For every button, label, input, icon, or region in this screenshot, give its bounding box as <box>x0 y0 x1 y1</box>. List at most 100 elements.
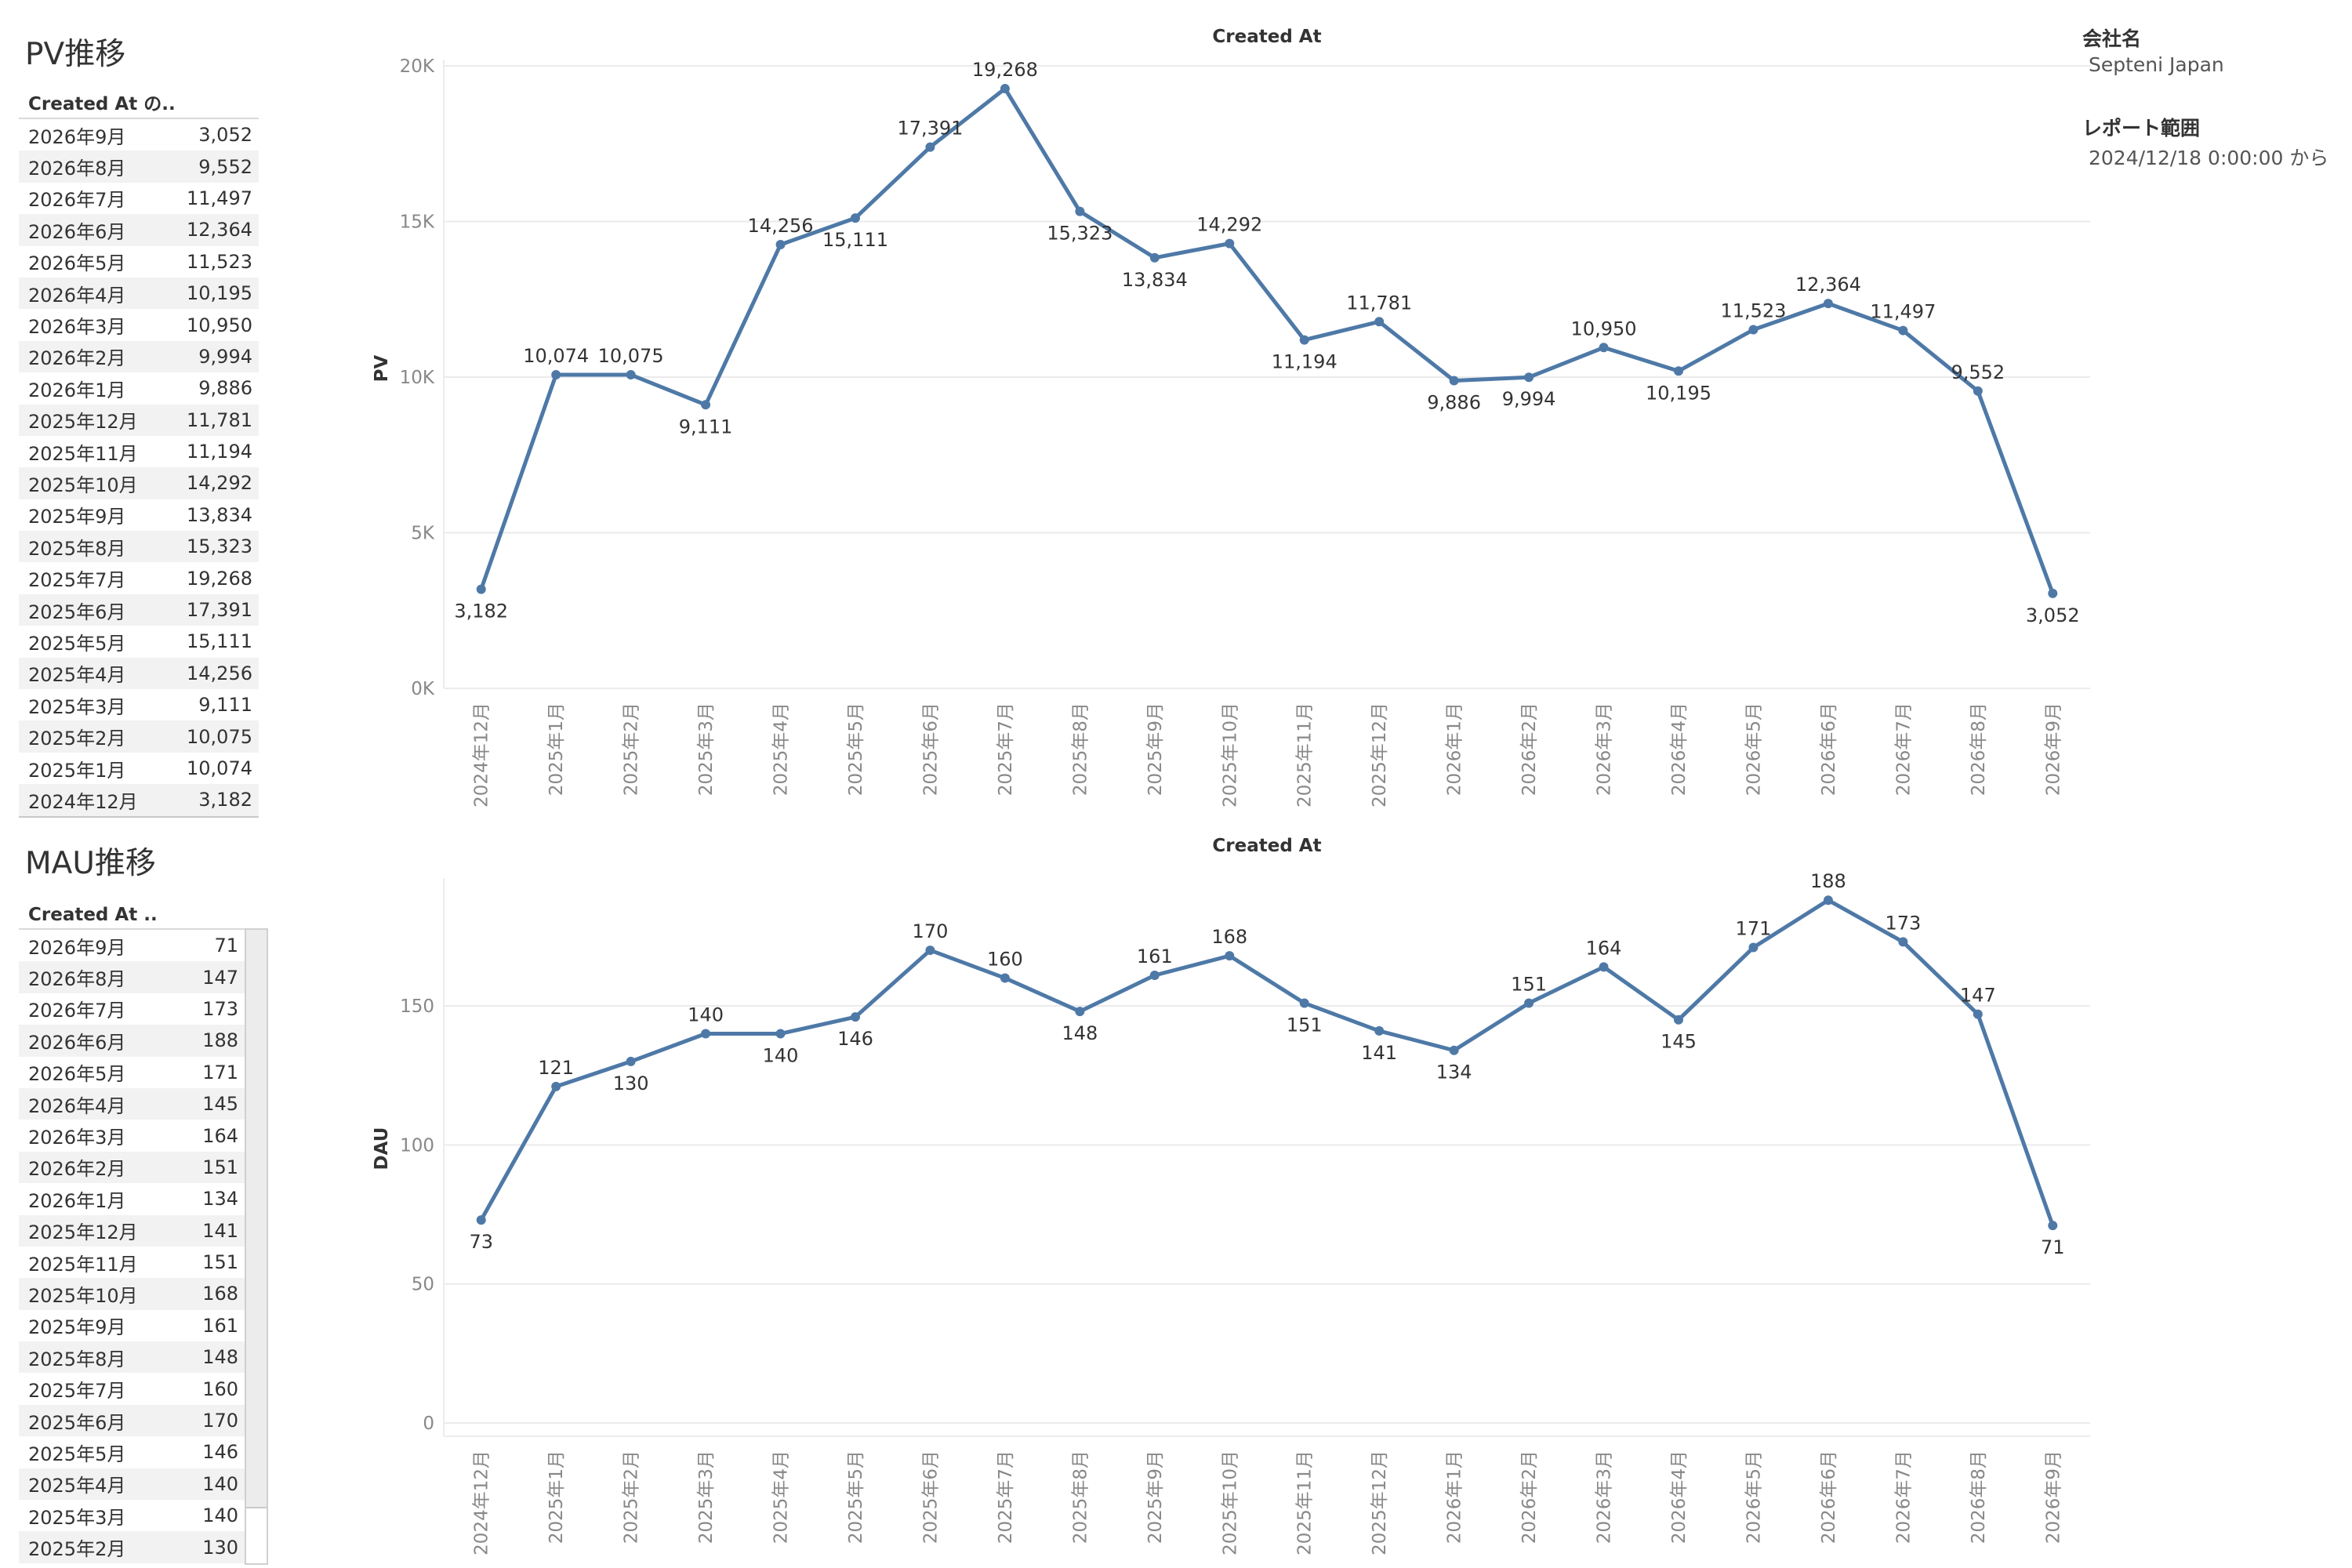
scrollbar-track[interactable] <box>246 1507 267 1563</box>
x-tick-label: 2025年5月 <box>846 702 866 796</box>
table-row[interactable]: 2025年3月 9,111 <box>19 689 259 720</box>
row-month: 2025年2月 <box>28 1538 126 1561</box>
row-value: 14,256 <box>187 662 252 684</box>
company-value: Septeni Japan <box>2089 53 2224 76</box>
table-row[interactable]: 2026年1月 9,886 <box>19 372 259 404</box>
x-tick-label: 2025年10月 <box>1220 1450 1240 1555</box>
table-row[interactable]: 2026年5月 171 <box>19 1057 245 1088</box>
row-value: 173 <box>202 997 238 1020</box>
data-point <box>851 213 860 223</box>
x-tick-label: 2025年8月 <box>1070 702 1091 796</box>
table-row[interactable]: 2026年7月 11,497 <box>19 183 259 214</box>
mau-table: Created At .. 2026年9月 71 2026年8月 147 2026年7月… <box>19 902 245 1563</box>
table-row[interactable]: 2025年12月 11,781 <box>19 404 259 436</box>
row-month: 2025年9月 <box>28 1316 126 1339</box>
table-row[interactable]: 2025年12月 141 <box>19 1214 245 1247</box>
row-value: 9,552 <box>198 155 252 178</box>
table-row[interactable]: 2026年2月 9,994 <box>19 340 259 373</box>
report-range-value: 2024/12/18 0:00:00 から <box>2089 147 2329 169</box>
row-value: 3,052 <box>198 124 252 147</box>
row-value: 71 <box>214 935 238 957</box>
table-row[interactable]: 2025年8月 15,323 <box>19 531 259 563</box>
x-tick-label: 2025年7月 <box>996 1450 1016 1544</box>
table-row[interactable]: 2024年12月 3,182 <box>19 784 259 816</box>
table-row[interactable]: 2025年4月 14,256 <box>19 657 259 690</box>
x-tick-label: 2026年1月 <box>1445 1450 1465 1544</box>
table-row[interactable]: 2025年6月 170 <box>19 1404 245 1437</box>
data-label: 11,523 <box>1720 300 1786 322</box>
row-value: 17,391 <box>187 599 252 622</box>
table-row[interactable]: 2025年9月 13,834 <box>19 499 259 531</box>
x-tick-label: 2025年2月 <box>622 1450 642 1544</box>
table-row[interactable]: 2026年6月 12,364 <box>19 214 259 246</box>
x-tick-label: 2026年5月 <box>1744 702 1764 796</box>
row-month: 2026年2月 <box>28 347 126 370</box>
data-label: 73 <box>469 1231 493 1253</box>
table-row[interactable]: 2026年8月 9,552 <box>19 151 259 183</box>
pv-table-header[interactable]: Created At の.. <box>19 91 259 119</box>
row-month: 2026年6月 <box>28 220 126 243</box>
y-tick-label: 15K <box>400 212 435 233</box>
table-row[interactable]: 2025年3月 140 <box>19 1500 245 1531</box>
data-point <box>1524 998 1534 1008</box>
row-month: 2025年5月 <box>28 1443 126 1465</box>
row-month: 2025年11月 <box>28 1253 138 1276</box>
table-row[interactable]: 2025年1月 10,074 <box>19 753 259 784</box>
row-month: 2026年6月 <box>28 1031 126 1054</box>
x-tick-label: 2025年11月 <box>1295 1450 1316 1555</box>
table-row[interactable]: 2026年5月 11,523 <box>19 246 259 278</box>
table-row[interactable]: 2026年7月 173 <box>19 993 245 1025</box>
table-row[interactable]: 2026年2月 151 <box>19 1151 245 1184</box>
table-row[interactable]: 2026年3月 10,950 <box>19 309 259 340</box>
row-value: 15,323 <box>187 535 252 558</box>
table-row[interactable]: 2026年8月 147 <box>19 961 245 993</box>
table-row[interactable]: 2025年2月 10,075 <box>19 720 259 753</box>
data-point <box>1599 343 1609 353</box>
data-label: 10,075 <box>598 345 664 367</box>
row-month: 2025年12月 <box>28 1221 138 1244</box>
table-row[interactable]: 2025年6月 17,391 <box>19 593 259 626</box>
data-point <box>775 240 786 250</box>
mau-table-scrollbar[interactable] <box>245 928 268 1565</box>
table-row[interactable]: 2025年10月 168 <box>19 1278 245 1310</box>
row-month: 2026年8月 <box>28 158 126 180</box>
pv-table: Created At の.. 2026年9月 3,052 2026年8月 9,552 2… <box>19 91 259 818</box>
row-value: 10,950 <box>187 314 252 336</box>
row-value: 19,268 <box>187 567 252 590</box>
table-row[interactable]: 2026年9月 3,052 <box>19 119 259 151</box>
data-label: 164 <box>1586 937 1622 959</box>
data-label: 141 <box>1361 1042 1397 1064</box>
x-tick-label: 2025年5月 <box>846 1450 866 1544</box>
row-month: 2025年7月 <box>28 569 126 592</box>
table-row[interactable]: 2025年11月 151 <box>19 1247 245 1278</box>
table-row[interactable]: 2025年2月 130 <box>19 1531 245 1563</box>
data-label: 160 <box>987 949 1023 971</box>
table-row[interactable]: 2025年9月 161 <box>19 1310 245 1341</box>
row-value: 11,497 <box>187 187 252 209</box>
table-row[interactable]: 2026年9月 71 <box>19 930 245 961</box>
x-tick-label: 2025年6月 <box>920 702 941 796</box>
x-tick-label: 2025年3月 <box>696 702 717 796</box>
table-row[interactable]: 2025年7月 19,268 <box>19 562 259 593</box>
row-month: 2026年5月 <box>28 1063 126 1086</box>
table-row[interactable]: 2026年4月 10,195 <box>19 277 259 310</box>
x-tick-label: 2025年4月 <box>771 702 792 796</box>
x-tick-label: 2025年9月 <box>1145 1450 1166 1544</box>
table-row[interactable]: 2025年11月 11,194 <box>19 436 259 467</box>
table-row[interactable]: 2025年7月 160 <box>19 1373 245 1404</box>
row-month: 2026年3月 <box>28 1127 126 1149</box>
table-row[interactable]: 2026年4月 145 <box>19 1087 245 1120</box>
x-tick-label: 2026年9月 <box>2043 702 2063 796</box>
table-row[interactable]: 2025年4月 140 <box>19 1468 245 1501</box>
data-label: 148 <box>1062 1022 1098 1044</box>
data-label: 140 <box>688 1004 724 1025</box>
table-row[interactable]: 2025年5月 15,111 <box>19 626 259 657</box>
table-row[interactable]: 2025年8月 148 <box>19 1341 245 1374</box>
table-row[interactable]: 2026年1月 134 <box>19 1183 245 1214</box>
data-point <box>476 584 486 594</box>
table-row[interactable]: 2025年10月 14,292 <box>19 467 259 499</box>
table-row[interactable]: 2026年3月 164 <box>19 1120 245 1151</box>
table-row[interactable]: 2025年5月 146 <box>19 1436 245 1468</box>
table-row[interactable]: 2026年6月 188 <box>19 1025 245 1057</box>
mau-table-header[interactable]: Created At .. <box>19 902 245 930</box>
